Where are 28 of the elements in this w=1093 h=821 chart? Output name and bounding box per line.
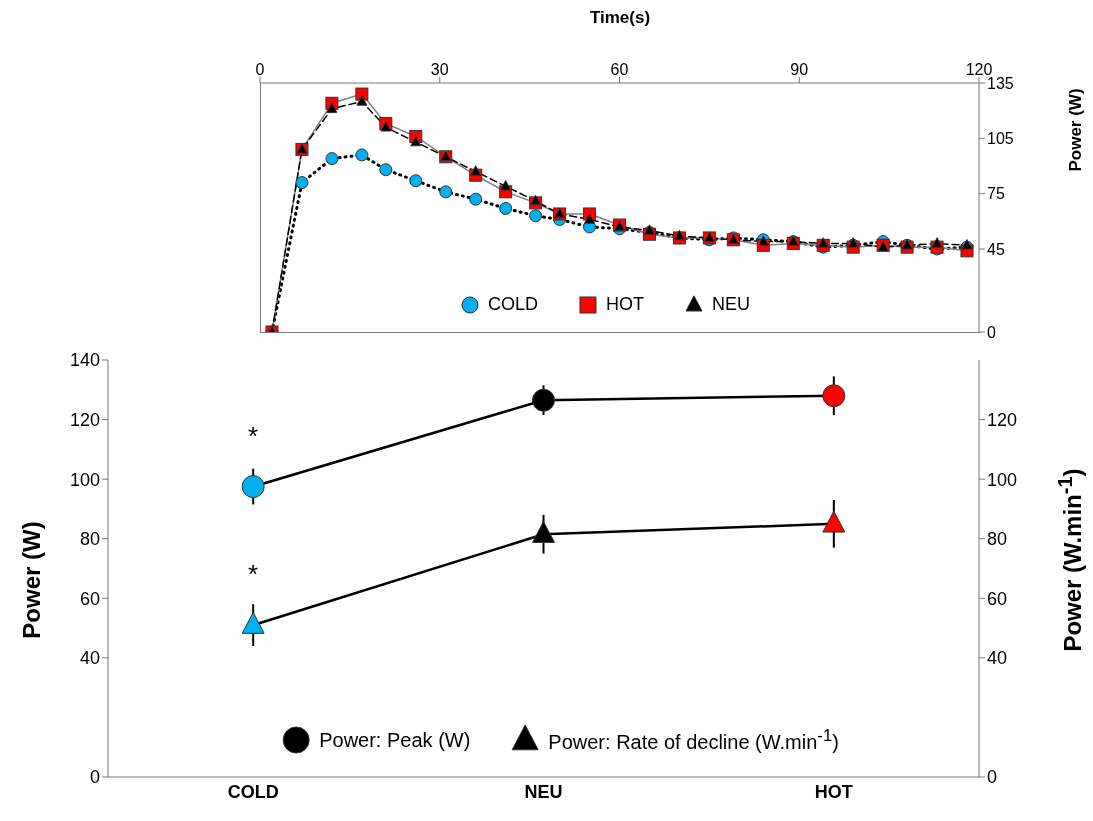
x-tick-label: 30	[430, 61, 449, 78]
y-tick-label: 0	[89, 767, 100, 788]
y-tick-label: 80	[79, 529, 100, 550]
y-tick-label: 120	[69, 409, 100, 430]
x-tick-label: HOT	[814, 781, 853, 802]
x-tick-label: 0	[255, 61, 265, 78]
annotation: *	[248, 559, 259, 590]
y-tick-label: 140	[69, 350, 100, 371]
x-axis-title: Time(s)	[589, 8, 651, 28]
x-tick-label: 60	[610, 61, 629, 78]
legend-label: NEU	[712, 294, 751, 315]
y-tick-label: 75	[987, 185, 1005, 203]
x-tick-label: NEU	[524, 781, 563, 802]
y-tick-label: 60	[79, 588, 100, 609]
y-axis-title: Power (W)	[18, 521, 46, 639]
y-tick-label: 100	[69, 469, 100, 490]
legend-label: COLD	[487, 294, 538, 315]
legend-label: Power: Rate of decline (W.min$^{-1}$)	[548, 726, 839, 754]
y-tick-label: 0	[987, 323, 996, 341]
y-axis-title: Power (W)	[1066, 88, 1086, 172]
x-tick-label: 90	[790, 61, 809, 78]
legend-label: Power: Peak (W)	[319, 728, 471, 752]
x-tick-label: COLD	[227, 781, 279, 802]
y-tick-label: 45	[987, 240, 1005, 258]
y-tick-label: 105	[987, 130, 1014, 148]
y-tick-label: 40	[79, 648, 100, 669]
annotation: *	[248, 420, 259, 451]
legend-label: HOT	[606, 294, 644, 315]
